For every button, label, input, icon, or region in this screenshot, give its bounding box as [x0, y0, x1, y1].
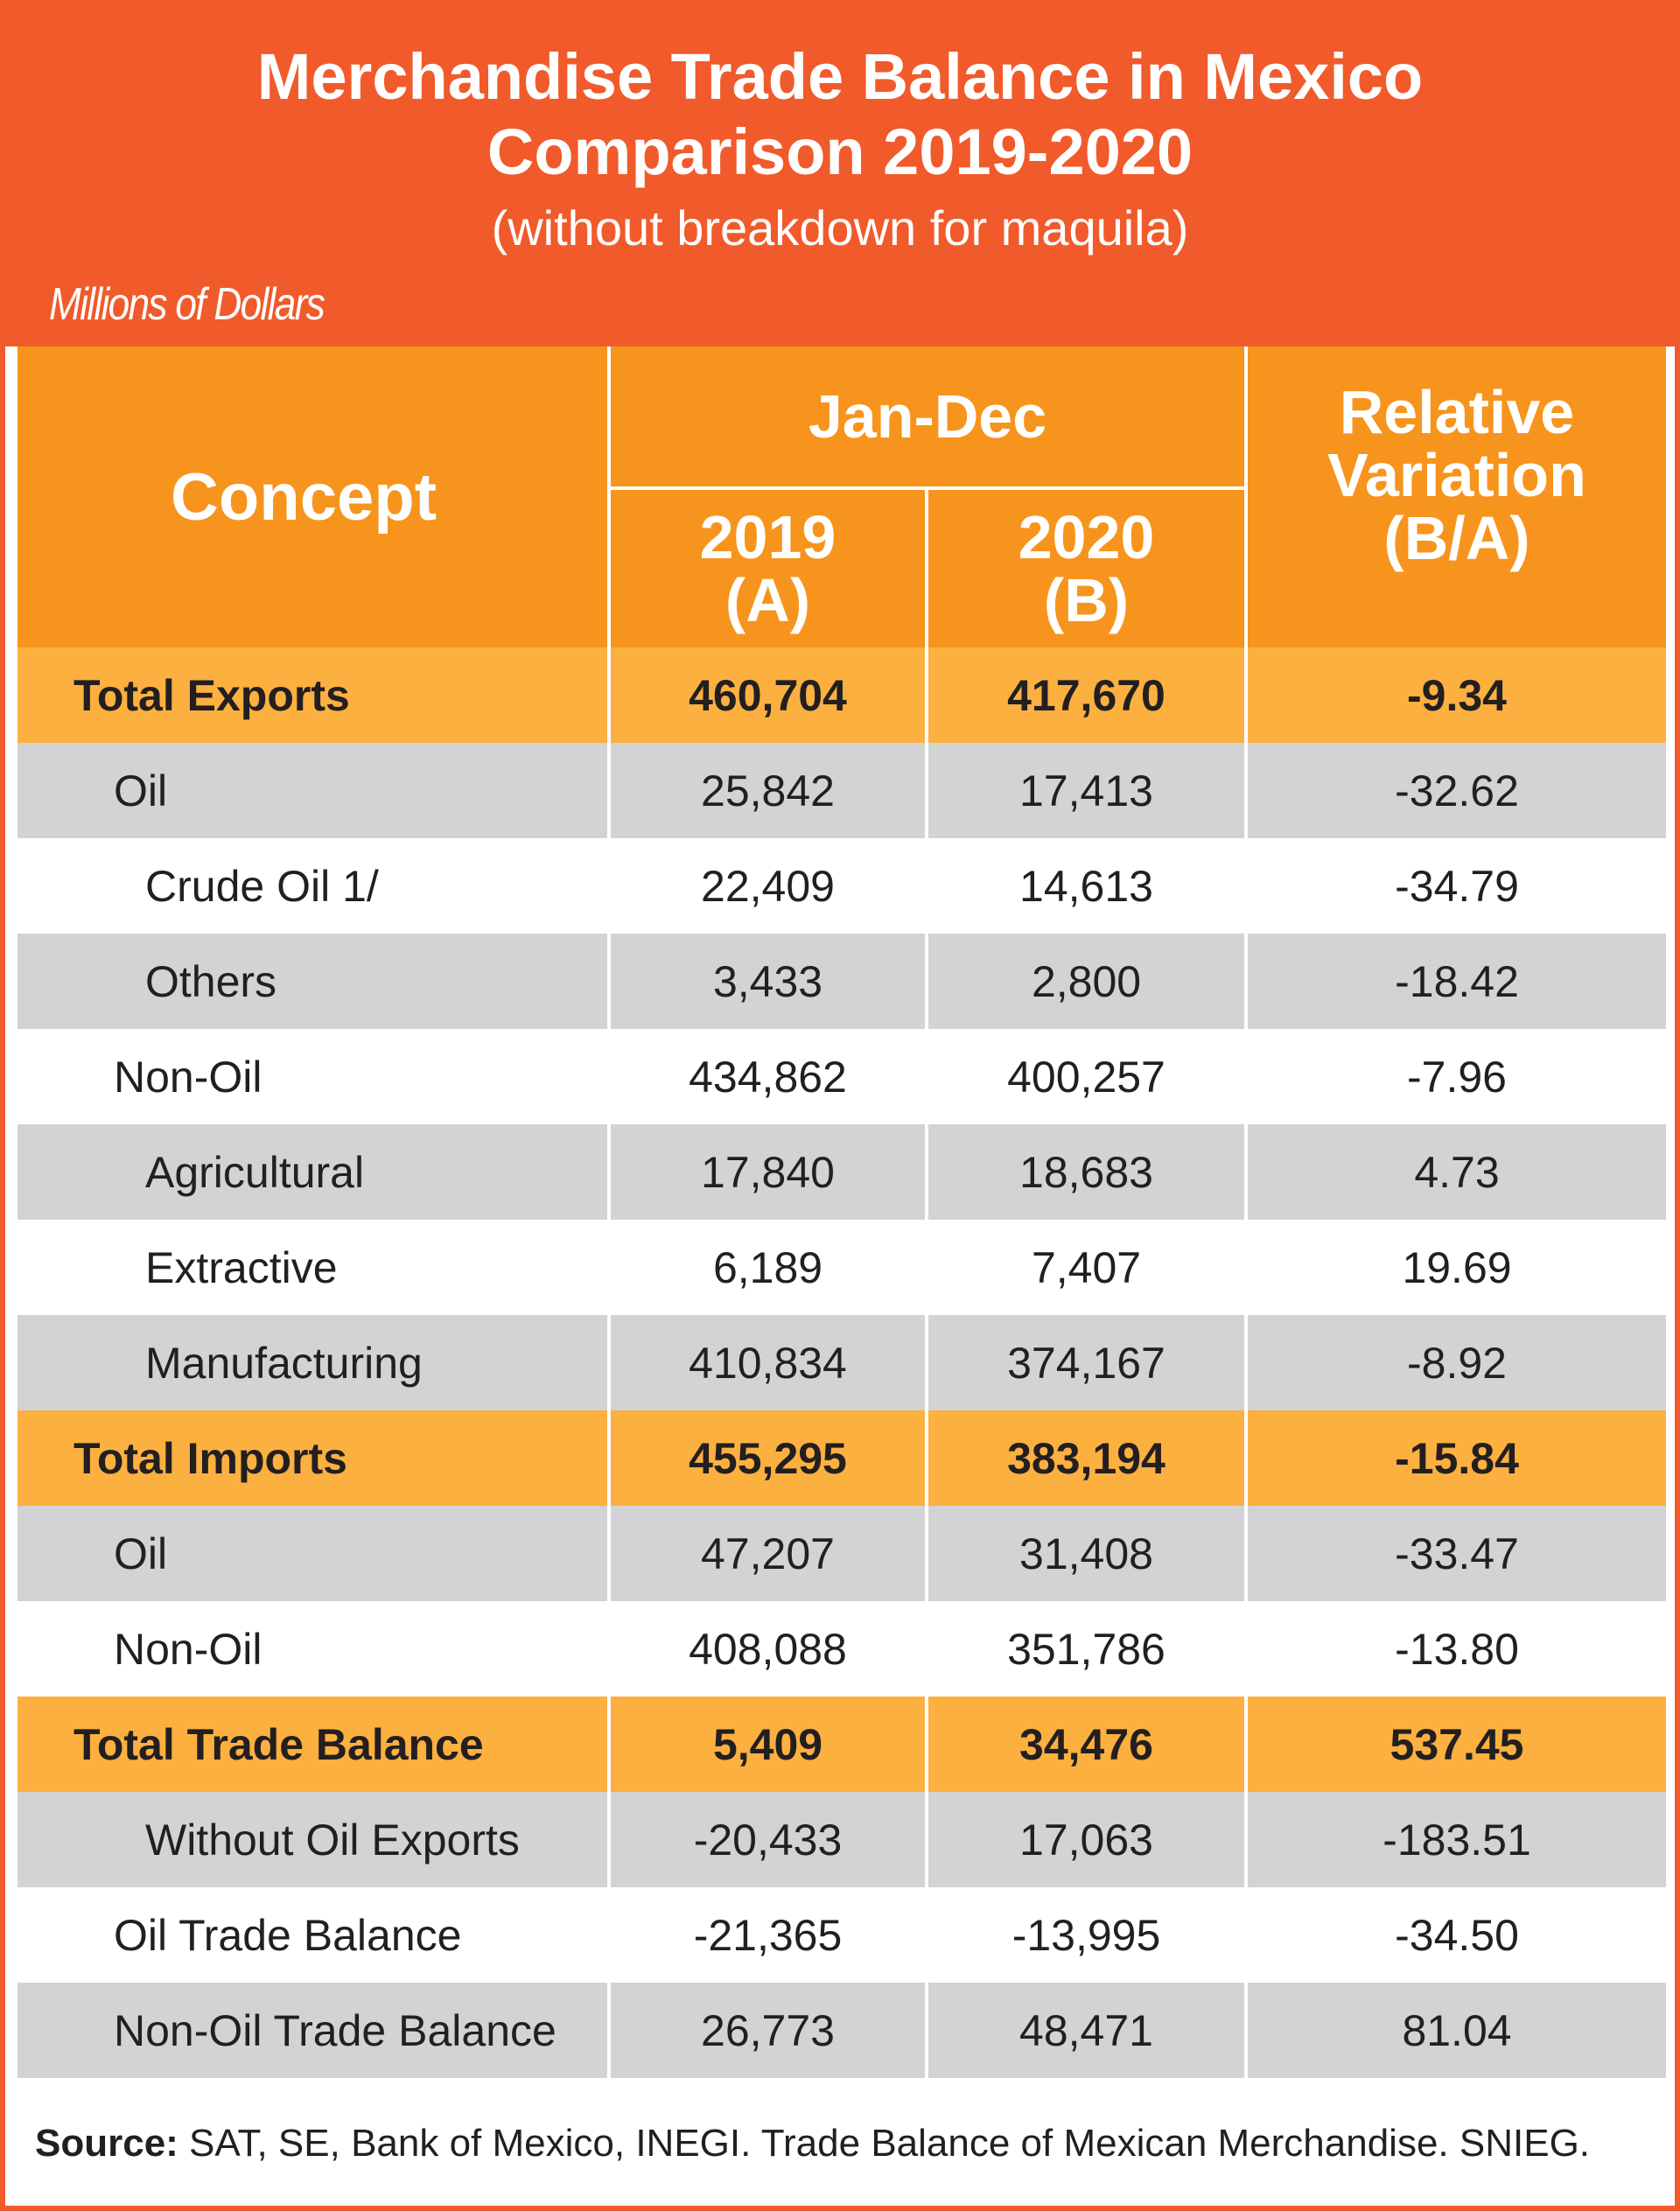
relative-variation: -34.50 — [1244, 1887, 1670, 1983]
table-row: Without Oil Exports -20,433 17,063 -183.51 — [14, 1792, 1670, 1887]
value-2020: 17,063 — [925, 1792, 1248, 1887]
relative-variation: -33.47 — [1244, 1506, 1670, 1601]
value-2020: 18,683 — [925, 1124, 1248, 1220]
value-2019: 408,088 — [607, 1601, 928, 1697]
title-line-2: Comparison 2019-2020 — [486, 115, 1194, 188]
value-2019: 26,773 — [607, 1983, 928, 2078]
value-2020: 351,786 — [925, 1601, 1248, 1697]
header-2019-year: 2019 — [699, 503, 836, 571]
value-2020: 17,413 — [925, 743, 1248, 838]
row-label: Agricultural — [14, 1124, 611, 1220]
title-line-1: Merchandise Trade Balance in Mexico — [256, 40, 1424, 113]
header-2019: 2019 (A) — [607, 488, 928, 647]
relative-variation: -183.51 — [1244, 1792, 1670, 1887]
relative-variation: -15.84 — [1244, 1410, 1670, 1506]
value-2019: 17,840 — [607, 1124, 928, 1220]
header-rel-line3: (B/A) — [1383, 504, 1530, 572]
table-row: Total Exports 460,704 417,670 -9.34 — [14, 647, 1670, 743]
source-label: Source: — [35, 2122, 178, 2165]
row-label: Oil — [14, 743, 611, 838]
relative-variation: 4.73 — [1244, 1124, 1670, 1220]
row-label: Without Oil Exports — [14, 1792, 611, 1887]
table-row: Oil 25,842 17,413 -32.62 — [14, 743, 1670, 838]
relative-variation: -13.80 — [1244, 1601, 1670, 1697]
value-2019: 455,295 — [607, 1410, 928, 1506]
value-2020: 48,471 — [925, 1983, 1248, 2078]
value-2020: -13,995 — [925, 1887, 1248, 1983]
value-2019: 3,433 — [607, 934, 928, 1029]
trade-balance-table: Concept Jan-Dec Relative Variation (B/A)… — [14, 346, 1670, 2078]
relative-variation: -9.34 — [1244, 647, 1670, 743]
value-2019: 22,409 — [607, 838, 928, 934]
relative-variation: -32.62 — [1244, 743, 1670, 838]
header-2020-tag: (B) — [1043, 566, 1130, 634]
value-2020: 34,476 — [925, 1697, 1248, 1792]
source-text: SAT, SE, Bank of Mexico, INEGI. Trade Ba… — [178, 2122, 1591, 2165]
row-label: Non-Oil — [14, 1601, 611, 1697]
header-period: Jan-Dec — [607, 346, 1248, 490]
value-2019: -20,433 — [607, 1792, 928, 1887]
row-label: Non-Oil Trade Balance — [14, 1983, 611, 2078]
table-row: Non-Oil Trade Balance 26,773 48,471 81.04 — [14, 1983, 1670, 2078]
value-2019: 6,189 — [607, 1220, 928, 1315]
row-label: Oil Trade Balance — [14, 1887, 611, 1983]
row-label: Others — [14, 934, 611, 1029]
table-row: Crude Oil 1/22,409 14,613 -34.79 — [14, 838, 1670, 934]
value-2020: 31,408 — [925, 1506, 1248, 1601]
relative-variation: -18.42 — [1244, 934, 1670, 1029]
value-2019: -21,365 — [607, 1887, 928, 1983]
row-label: Manufacturing — [14, 1315, 611, 1410]
relative-variation: 537.45 — [1244, 1697, 1670, 1792]
value-2020: 383,194 — [925, 1410, 1248, 1506]
header-relative-variation: Relative Variation (B/A) — [1244, 346, 1670, 647]
subtitle: (without breakdown for maquila) — [491, 200, 1189, 255]
source-note: Source: SAT, SE, Bank of Mexico, INEGI. … — [35, 2122, 1590, 2166]
value-2019: 5,409 — [607, 1697, 928, 1792]
value-2020: 400,257 — [925, 1029, 1248, 1124]
header-2019-tag: (A) — [724, 566, 811, 634]
value-2019: 460,704 — [607, 647, 928, 743]
table-row: Total Trade Balance 5,409 34,476 537.45 — [14, 1697, 1670, 1792]
row-label: Crude Oil 1/ — [14, 838, 611, 934]
value-2019: 434,862 — [607, 1029, 928, 1124]
relative-variation: -8.92 — [1244, 1315, 1670, 1410]
header-rel-line1: Relative — [1339, 378, 1575, 446]
relative-variation: -34.79 — [1244, 838, 1670, 934]
table-row: Oil 47,207 31,408 -33.47 — [14, 1506, 1670, 1601]
table-row: Agricultural 17,840 18,683 4.73 — [14, 1124, 1670, 1220]
row-label: Total Trade Balance — [14, 1697, 611, 1792]
table-row: Total Imports 455,295 383,194 -15.84 — [14, 1410, 1670, 1506]
header-2020: 2020 (B) — [925, 488, 1248, 647]
value-2019: 410,834 — [607, 1315, 928, 1410]
table-row: Non-Oil 434,862 400,257 -7.96 — [14, 1029, 1670, 1124]
value-2019: 25,842 — [607, 743, 928, 838]
table-row: Manufacturing 410,834 374,167 -8.92 — [14, 1315, 1670, 1410]
units-label: Millions of Dollars — [49, 279, 326, 330]
relative-variation: 81.04 — [1244, 1983, 1670, 2078]
value-2020: 7,407 — [925, 1220, 1248, 1315]
table-row: Extractive 6,189 7,407 19.69 — [14, 1220, 1670, 1315]
value-2020: 417,670 — [925, 647, 1248, 743]
value-2019: 47,207 — [607, 1506, 928, 1601]
relative-variation: 19.69 — [1244, 1220, 1670, 1315]
table-row: Oil Trade Balance -21,365 -13,995 -34.50 — [14, 1887, 1670, 1983]
header-rel-line2: Variation — [1327, 441, 1586, 509]
row-label: Total Exports — [14, 647, 611, 743]
title-banner: Merchandise Trade Balance in Mexico Comp… — [0, 0, 1680, 346]
header-2020-year: 2020 — [1018, 503, 1155, 571]
table-body: Total Exports 460,704 417,670 -9.34 Oil 25,84… — [14, 647, 1670, 2078]
value-2020: 374,167 — [925, 1315, 1248, 1410]
value-2020: 14,613 — [925, 838, 1248, 934]
table-row: Non-Oil 408,088 351,786 -13.80 — [14, 1601, 1670, 1697]
row-label: Extractive — [14, 1220, 611, 1315]
relative-variation: -7.96 — [1244, 1029, 1670, 1124]
row-label: Non-Oil — [14, 1029, 611, 1124]
row-label: Oil — [14, 1506, 611, 1601]
table-row: Others 3,433 2,800 -18.42 — [14, 934, 1670, 1029]
header-concept: Concept — [14, 346, 611, 647]
row-label: Total Imports — [14, 1410, 611, 1506]
value-2020: 2,800 — [925, 934, 1248, 1029]
